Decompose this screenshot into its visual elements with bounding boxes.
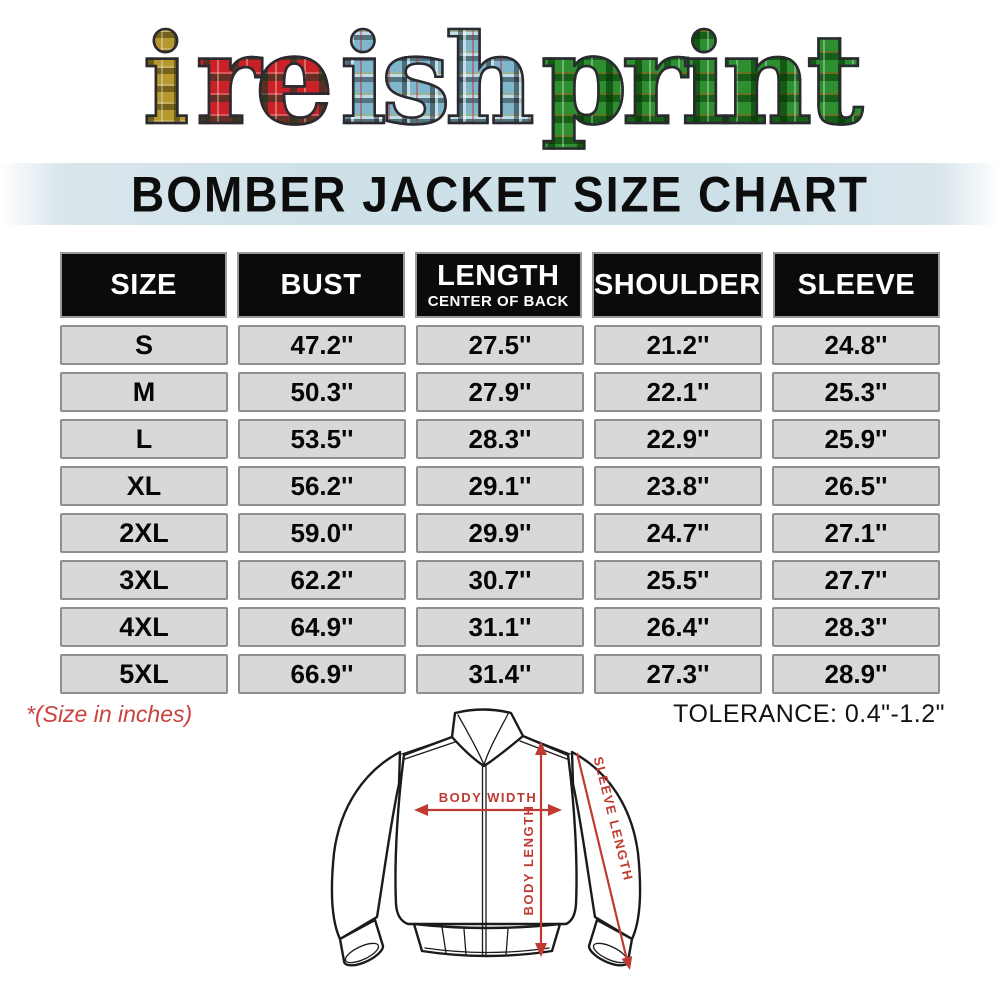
length-cell: 29.1'' <box>416 466 584 506</box>
shoulder-cell: 27.3'' <box>594 654 762 694</box>
column-header-bust: BUST <box>237 252 405 318</box>
column-header-length-sub: CENTER OF BACK <box>427 292 569 310</box>
bust-cell: 50.3'' <box>238 372 406 412</box>
shoulder-cell: 26.4'' <box>594 607 762 647</box>
brand-logo: i re ish print <box>0 2 1000 160</box>
table-row: L 53.5'' 28.3'' 22.9'' 25.9'' <box>60 419 940 459</box>
table-row: M 50.3'' 27.9'' 22.1'' 25.3'' <box>60 372 940 412</box>
size-cell: 4XL <box>60 607 228 647</box>
units-footnote: *(Size in inches) <box>26 701 193 727</box>
sleeve-cell: 27.1'' <box>772 513 940 553</box>
length-cell: 27.5'' <box>416 325 584 365</box>
logo-segment-gold: i <box>137 6 191 156</box>
table-header-row: SIZE BUST LENGTH CENTER OF BACK SHOULDER… <box>60 252 940 318</box>
bust-cell: 62.2'' <box>238 560 406 600</box>
body-width-arrow: BODY WIDTH <box>414 790 562 816</box>
shoulder-cell: 22.1'' <box>594 372 762 412</box>
sleeve-cell: 25.9'' <box>772 419 940 459</box>
size-cell: S <box>60 325 228 365</box>
table-row: 3XL 62.2'' 30.7'' 25.5'' 27.7'' <box>60 560 940 600</box>
body-length-arrow: BODY LENGTH <box>521 741 547 957</box>
shoulder-cell: 25.5'' <box>594 560 762 600</box>
tolerance-footnote: TOLERANCE: 0.4"-1.2" <box>673 700 945 728</box>
bust-cell: 53.5'' <box>238 419 406 459</box>
shoulder-cell: 22.9'' <box>594 419 762 459</box>
size-cell: M <box>60 372 228 412</box>
shoulder-cell: 21.2'' <box>594 325 762 365</box>
sleeve-cell: 26.5'' <box>772 466 940 506</box>
sleeve-cell: 25.3'' <box>772 372 940 412</box>
bust-cell: 64.9'' <box>238 607 406 647</box>
body-length-label: BODY LENGTH <box>521 805 536 916</box>
size-cell: XL <box>60 466 228 506</box>
bust-cell: 47.2'' <box>238 325 406 365</box>
column-header-sleeve: SLEEVE <box>772 252 940 318</box>
size-cell: 5XL <box>60 654 228 694</box>
logo-segment-blue: ish <box>334 6 536 156</box>
table-row: 5XL 66.9'' 31.4'' 27.3'' 28.9'' <box>60 654 940 694</box>
column-header-size: SIZE <box>60 252 228 318</box>
sleeve-cell: 28.3'' <box>772 607 940 647</box>
table-row: XL 56.2'' 29.1'' 23.8'' 26.5'' <box>60 466 940 506</box>
sleeve-cell: 28.9'' <box>772 654 940 694</box>
logo-segment-red: re <box>190 6 335 156</box>
bust-cell: 59.0'' <box>238 513 406 553</box>
shoulder-cell: 24.7'' <box>594 513 762 553</box>
length-cell: 28.3'' <box>416 419 584 459</box>
length-cell: 27.9'' <box>416 372 584 412</box>
length-cell: 29.9'' <box>416 513 584 553</box>
bust-cell: 56.2'' <box>238 466 406 506</box>
sleeve-cell: 27.7'' <box>772 560 940 600</box>
size-cell: L <box>60 419 228 459</box>
bust-cell: 66.9'' <box>238 654 406 694</box>
body-width-label: BODY WIDTH <box>439 790 538 805</box>
table-row: 4XL 64.9'' 31.1'' 26.4'' 28.3'' <box>60 607 940 647</box>
column-header-shoulder: SHOULDER <box>591 252 763 318</box>
title-banner: BOMBER JACKET SIZE CHART <box>0 163 1000 225</box>
shoulder-cell: 23.8'' <box>594 466 762 506</box>
page-title: BOMBER JACKET SIZE CHART <box>130 165 870 223</box>
bomber-jacket-drawing: BODY WIDTH BODY LENGTH SLEEVE LENGTH <box>330 708 642 970</box>
jacket-measurement-diagram: BODY WIDTH BODY LENGTH SLEEVE LENGTH <box>330 708 670 998</box>
table-row: S 47.2'' 27.5'' 21.2'' 24.8'' <box>60 325 940 365</box>
size-cell: 2XL <box>60 513 228 553</box>
size-table: SIZE BUST LENGTH CENTER OF BACK SHOULDER… <box>60 252 940 701</box>
length-cell: 31.1'' <box>416 607 584 647</box>
length-cell: 31.4'' <box>416 654 584 694</box>
column-header-length: LENGTH CENTER OF BACK <box>414 252 582 318</box>
logo-segment-green: print <box>535 6 865 156</box>
column-header-length-main: LENGTH <box>437 259 560 292</box>
table-row: 2XL 59.0'' 29.9'' 24.7'' 27.1'' <box>60 513 940 553</box>
length-cell: 30.7'' <box>416 560 584 600</box>
size-cell: 3XL <box>60 560 228 600</box>
sleeve-cell: 24.8'' <box>772 325 940 365</box>
